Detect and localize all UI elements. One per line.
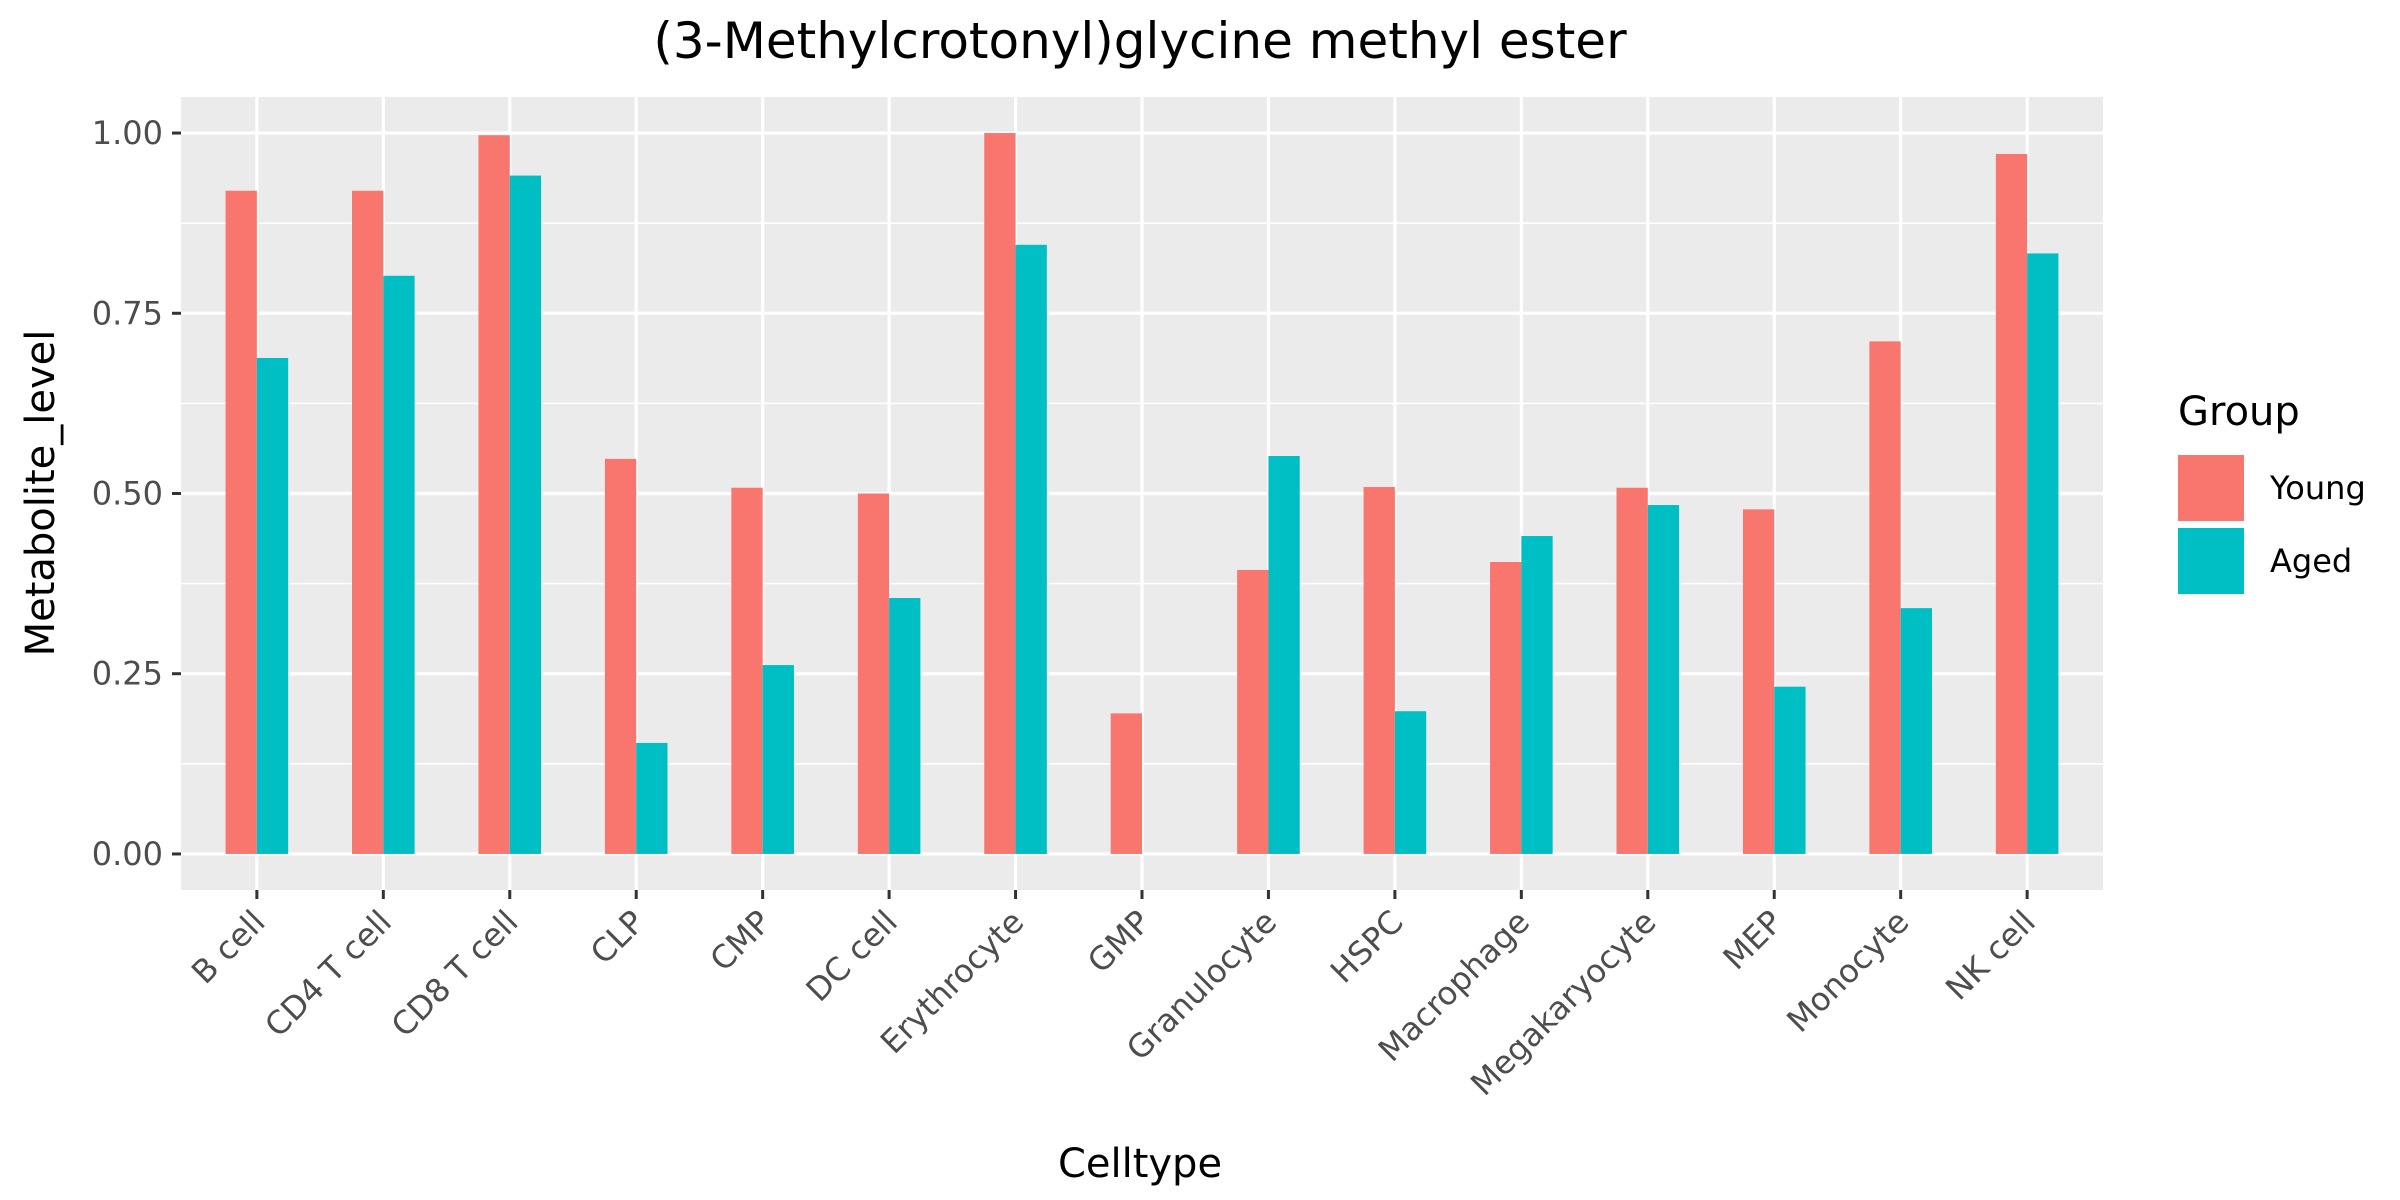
bar-aged-cmp <box>762 665 794 854</box>
bar-young-macrophage <box>1490 561 1522 854</box>
y-tick-label: 1.00 <box>92 114 163 152</box>
y-axis-title: Metabolite_level <box>18 330 64 657</box>
legend-key-young <box>2178 455 2244 521</box>
bar-young-cd4-t-cell <box>352 190 384 854</box>
bar-young-clp <box>604 458 637 854</box>
bar-young-nk-cell <box>1995 153 2028 854</box>
legend-label-aged: Aged <box>2270 542 2352 580</box>
bar-young-b-cell <box>225 190 257 854</box>
legend-label-young: Young <box>2269 469 2366 507</box>
bar-aged-clp <box>636 742 668 854</box>
bar-young-dc-cell <box>857 493 890 854</box>
bar-young-erythrocyte <box>984 133 1016 854</box>
bar-aged-megakaryocyte <box>1647 505 1680 854</box>
bar-young-monocyte <box>1869 341 1901 854</box>
legend-key-aged <box>2178 528 2244 594</box>
bar-aged-cd4-t-cell <box>383 275 415 854</box>
chart-title: (3-Methylcrotonyl)glycine methyl ester <box>653 12 1627 70</box>
bar-young-granulocyte <box>1237 569 1269 854</box>
bar-young-hspc <box>1363 487 1395 854</box>
bar-young-gmp <box>1110 713 1142 854</box>
y-tick-label: 0.50 <box>92 475 163 513</box>
legend-title: Group <box>2178 389 2300 435</box>
bar-young-megakaryocyte <box>1616 487 1648 854</box>
y-tick-label: 0.00 <box>92 835 163 873</box>
bar-aged-dc-cell <box>889 598 921 854</box>
legend: Group Young Aged <box>2178 389 2366 594</box>
bar-young-cd8-t-cell <box>478 135 510 854</box>
bar-aged-mep <box>1774 686 1806 854</box>
x-axis-title: Celltype <box>1058 1141 1222 1187</box>
bar-aged-nk-cell <box>2027 253 2059 854</box>
bar-aged-macrophage <box>1521 536 1553 854</box>
bar-aged-cd8-t-cell <box>509 175 542 854</box>
y-axis: 0.00 0.25 0.50 0.75 1.00 <box>92 114 181 873</box>
y-tick-label: 0.75 <box>92 294 163 332</box>
bar-aged-monocyte <box>1900 608 1932 854</box>
bars <box>225 133 2059 854</box>
bar-young-mep <box>1742 509 1775 854</box>
bar-aged-erythrocyte <box>1015 244 1047 854</box>
bar-aged-granulocyte <box>1268 456 1300 854</box>
bar-young-cmp <box>731 487 763 854</box>
bar-aged-hspc <box>1394 711 1427 854</box>
y-tick-label: 0.25 <box>92 655 163 693</box>
bar-aged-b-cell <box>256 357 289 854</box>
